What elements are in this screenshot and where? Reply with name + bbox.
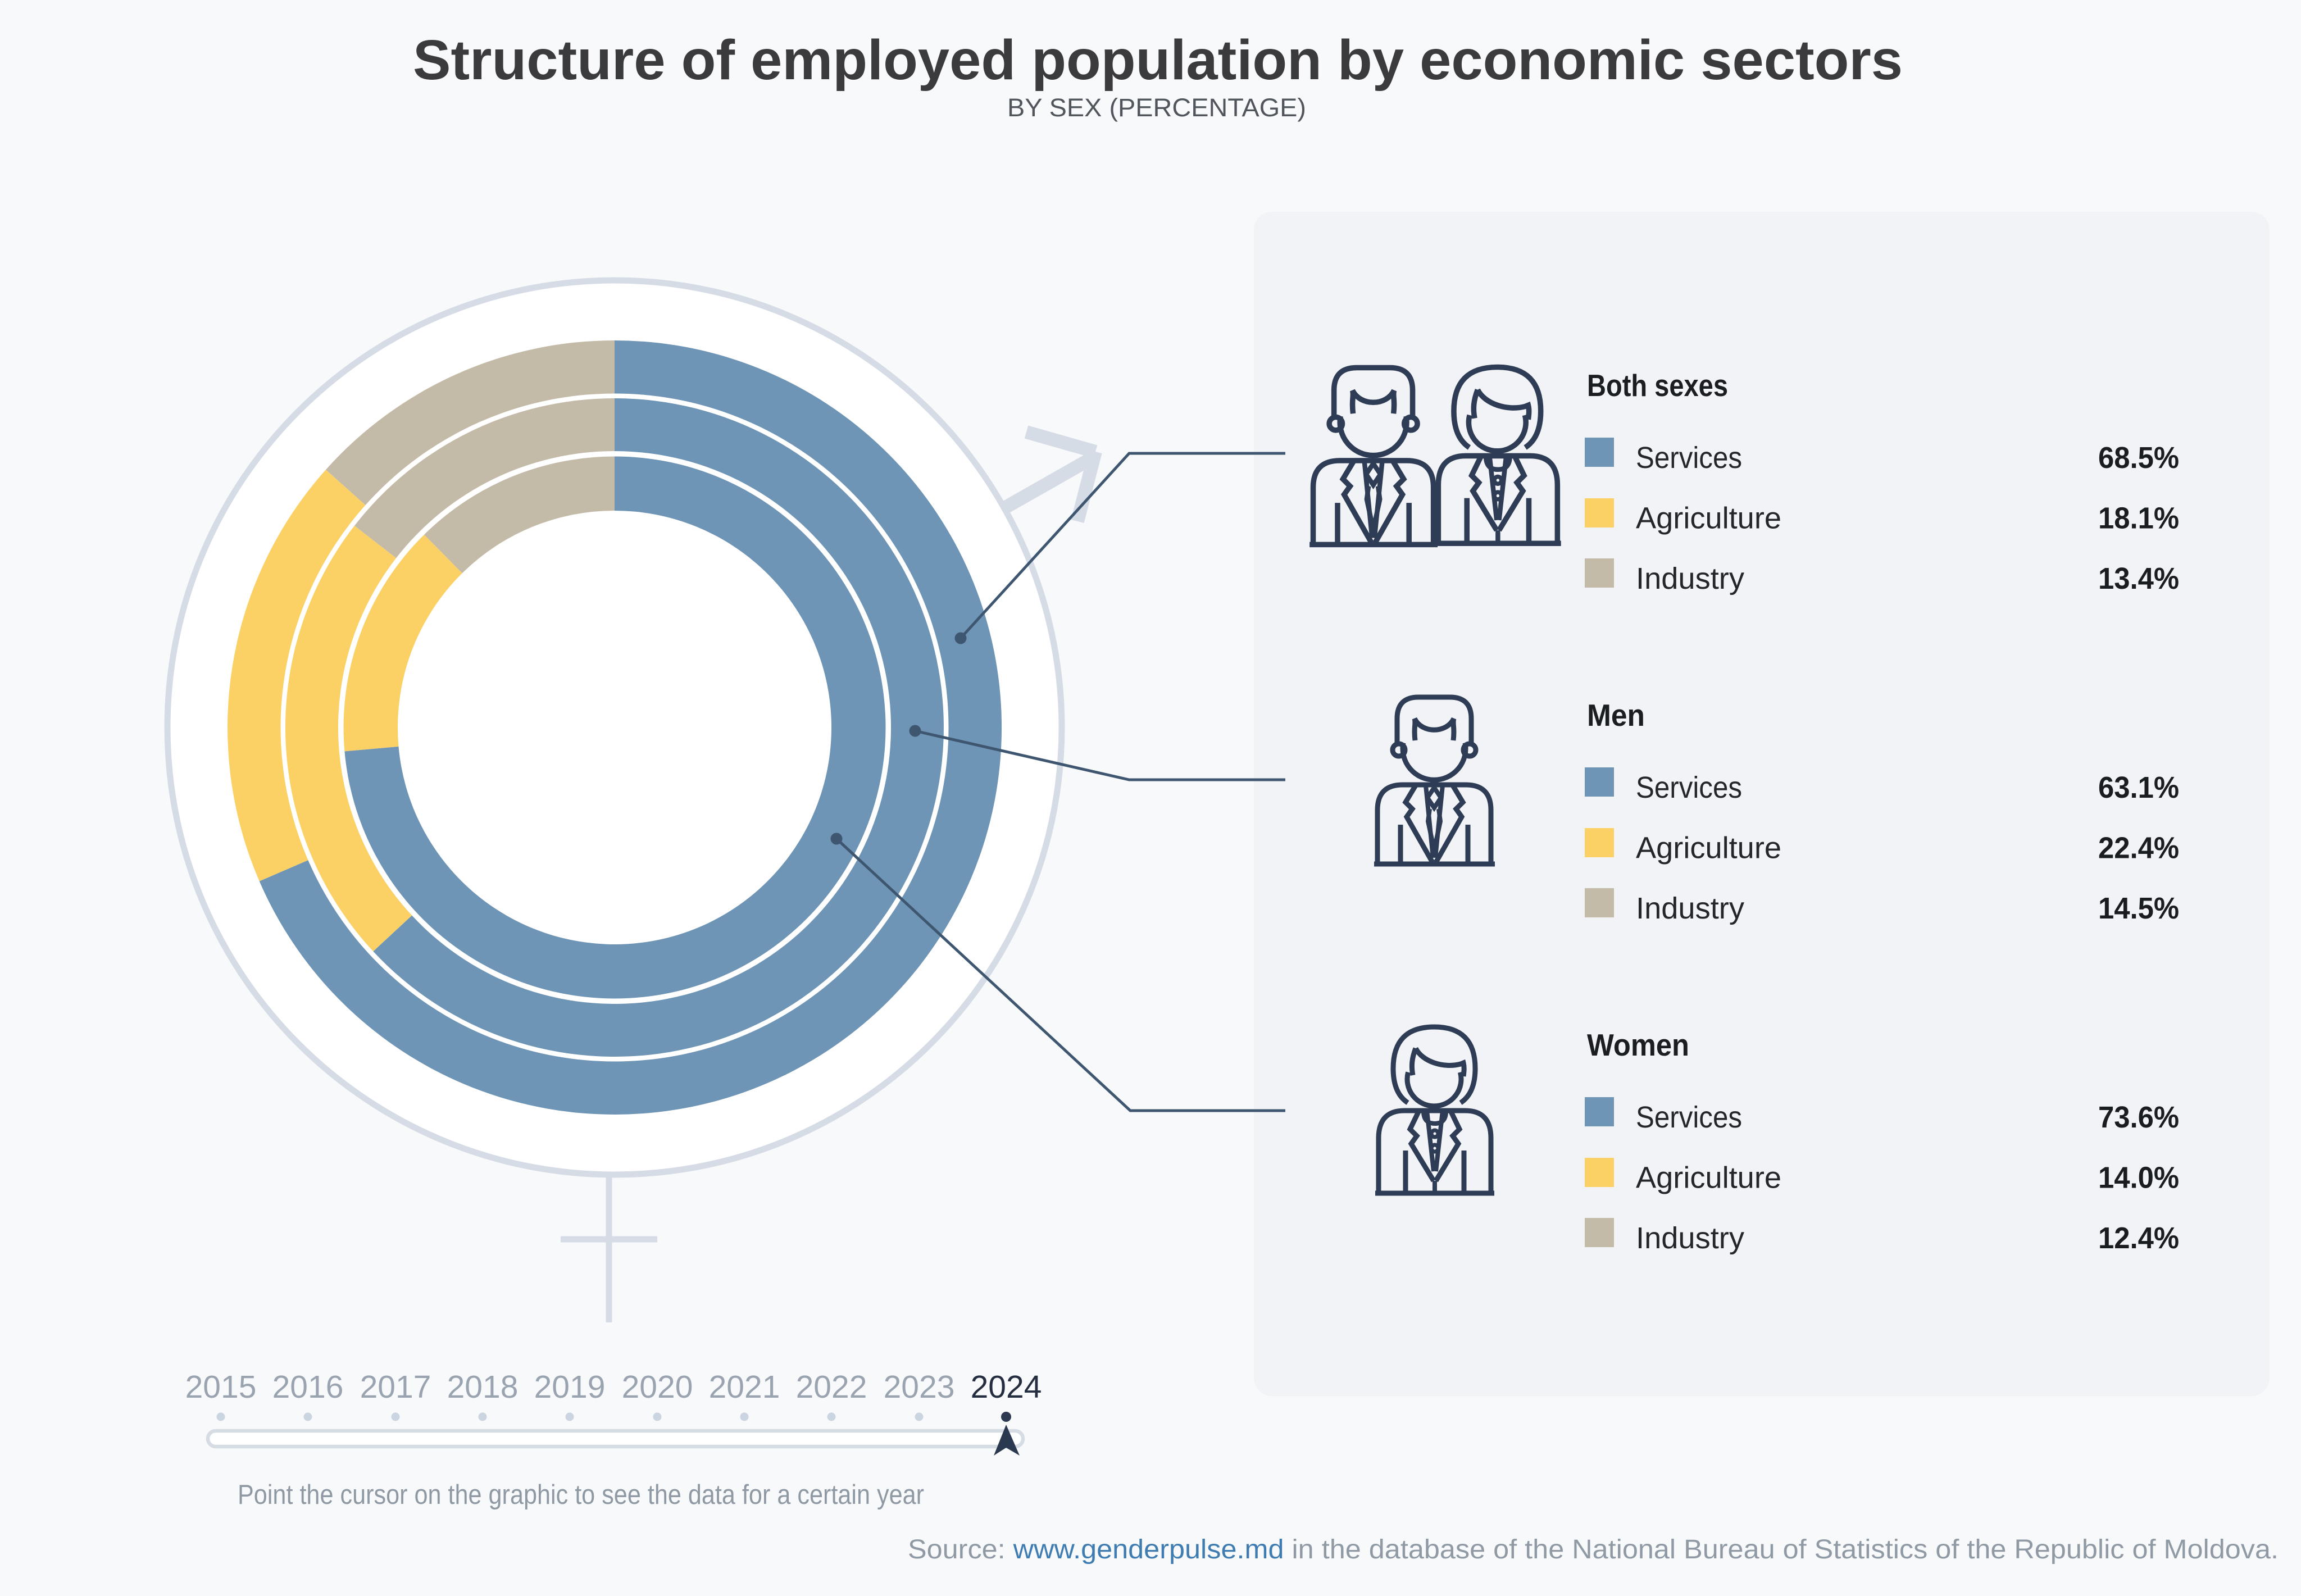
svg-text:14.5%: 14.5% xyxy=(2098,892,2179,925)
svg-text:Services: Services xyxy=(1636,441,1742,475)
svg-text:Men: Men xyxy=(1587,698,1645,733)
svg-text:2023: 2023 xyxy=(884,1369,955,1405)
svg-text:68.5%: 68.5% xyxy=(2098,441,2179,475)
svg-text:12.4%: 12.4% xyxy=(2098,1221,2179,1255)
svg-text:Agriculture: Agriculture xyxy=(1636,502,1781,535)
svg-text:2016: 2016 xyxy=(272,1369,344,1405)
svg-text:Point the cursor on the graphi: Point the cursor on the graphic to see t… xyxy=(238,1480,924,1510)
svg-text:Structure of employed populati: Structure of employed population by econ… xyxy=(413,29,1903,92)
svg-text:63.1%: 63.1% xyxy=(2098,771,2179,804)
svg-text:18.1%: 18.1% xyxy=(2098,502,2179,535)
svg-text:73.6%: 73.6% xyxy=(2098,1101,2179,1134)
svg-text:2020: 2020 xyxy=(622,1369,693,1405)
svg-text:2022: 2022 xyxy=(796,1369,867,1405)
svg-text:14.0%: 14.0% xyxy=(2098,1161,2179,1195)
svg-text:2018: 2018 xyxy=(447,1369,519,1405)
svg-text:Industry: Industry xyxy=(1636,892,1744,925)
svg-text:Source: www.genderpulse.md in: Source: www.genderpulse.md in the databa… xyxy=(908,1535,2279,1565)
svg-text:2017: 2017 xyxy=(360,1369,431,1405)
svg-text:Services: Services xyxy=(1636,771,1742,804)
svg-text:Services: Services xyxy=(1636,1101,1742,1134)
svg-text:Industry: Industry xyxy=(1636,1221,1744,1255)
svg-text:2019: 2019 xyxy=(534,1369,606,1405)
svg-text:2015: 2015 xyxy=(185,1369,257,1405)
svg-text:2021: 2021 xyxy=(709,1369,780,1405)
svg-text:Both sexes: Both sexes xyxy=(1587,368,1728,403)
svg-text:Agriculture: Agriculture xyxy=(1636,1161,1781,1195)
svg-text:Industry: Industry xyxy=(1636,562,1744,595)
svg-text:BY SEX (PERCENTAGE): BY SEX (PERCENTAGE) xyxy=(1007,93,1306,122)
svg-text:Agriculture: Agriculture xyxy=(1636,831,1781,865)
svg-text:2024: 2024 xyxy=(971,1369,1042,1405)
svg-text:22.4%: 22.4% xyxy=(2098,831,2179,865)
svg-text:13.4%: 13.4% xyxy=(2098,562,2179,595)
svg-text:Women: Women xyxy=(1587,1027,1689,1062)
